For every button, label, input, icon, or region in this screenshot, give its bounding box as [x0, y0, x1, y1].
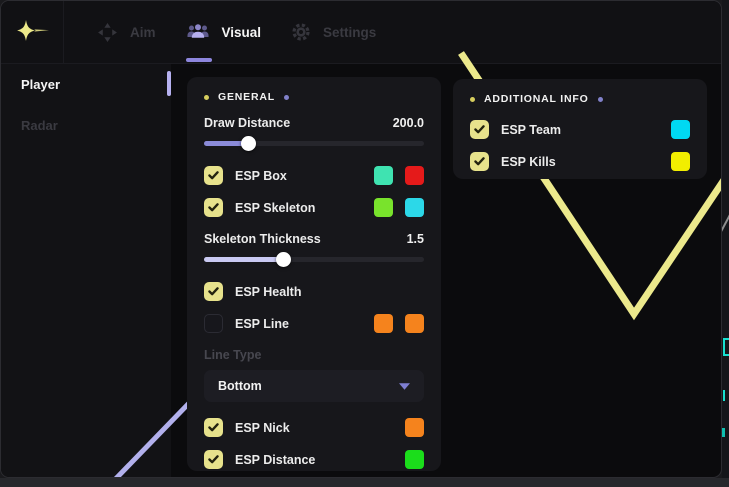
- color-swatch[interactable]: [405, 450, 424, 469]
- color-swatch[interactable]: [374, 166, 393, 185]
- esp-kills-label: ESP Kills: [501, 154, 556, 169]
- slider-fill: [204, 252, 292, 267]
- background-dash-decor: [723, 390, 725, 401]
- general-panel-title: GENERAL: [218, 91, 275, 103]
- slider-track[interactable]: [204, 141, 424, 146]
- esp-health-label: ESP Health: [235, 284, 302, 299]
- color-swatch[interactable]: [374, 198, 393, 217]
- logo: [1, 1, 64, 63]
- line-type-dropdown[interactable]: Bottom: [204, 370, 424, 402]
- esp-skeleton-checkbox[interactable]: [204, 198, 223, 217]
- esp-nick-checkbox[interactable]: [204, 418, 223, 437]
- esp-line-row: ESP Line: [204, 314, 424, 333]
- tab-aim[interactable]: Aim: [97, 1, 156, 63]
- draw-distance-value: 200.0: [392, 116, 424, 130]
- additional-info-title: ADDITIONAL INFO: [484, 93, 589, 105]
- dpad-icon: [98, 22, 117, 42]
- color-swatch[interactable]: [405, 314, 424, 333]
- sidebar-item-radar[interactable]: Radar: [1, 105, 171, 146]
- esp-kills-row: ESP Kills: [470, 152, 690, 171]
- checkmark-icon: [208, 171, 219, 180]
- checkmark-icon: [474, 157, 485, 166]
- esp-team-checkbox[interactable]: [470, 120, 489, 139]
- esp-skeleton-row: ESP Skeleton: [204, 198, 424, 217]
- color-swatch[interactable]: [374, 314, 393, 333]
- skeleton-thickness-slider[interactable]: [204, 252, 424, 267]
- desktop-edge-right: [722, 0, 729, 478]
- draw-distance-slider[interactable]: [204, 136, 424, 151]
- esp-line-label: ESP Line: [235, 316, 289, 331]
- desktop-edge-bottom: [0, 478, 729, 487]
- slider-fill: [204, 136, 256, 151]
- line-type-selected-value: Bottom: [218, 379, 262, 393]
- color-swatch[interactable]: [405, 198, 424, 217]
- esp-health-checkbox[interactable]: [204, 282, 223, 301]
- sidebar: Player Radar: [1, 64, 171, 477]
- checkmark-icon: [208, 423, 219, 432]
- sidebar-item-radar-label: Radar: [21, 118, 58, 133]
- menu-window: Aim Visual: [0, 0, 722, 478]
- background-dash-decor: [722, 428, 725, 437]
- additional-info-panel: ADDITIONAL INFO ESP Team ESP Kills: [453, 79, 707, 179]
- line-type-label: Line Type: [204, 348, 262, 362]
- checkmark-icon: [474, 125, 485, 134]
- color-swatch[interactable]: [405, 166, 424, 185]
- esp-box-checkbox[interactable]: [204, 166, 223, 185]
- esp-team-row: ESP Team: [470, 120, 690, 139]
- active-tab-indicator: [185, 58, 212, 62]
- slider-track[interactable]: [204, 257, 424, 262]
- esp-line-checkbox[interactable]: [204, 314, 223, 333]
- line-type-label-row: Line Type: [204, 348, 424, 362]
- tab-aim-label: Aim: [130, 24, 156, 40]
- checkmark-icon: [208, 455, 219, 464]
- slider-thumb[interactable]: [276, 252, 292, 267]
- color-swatch[interactable]: [671, 120, 690, 139]
- esp-team-label: ESP Team: [501, 122, 561, 137]
- people-icon: [187, 23, 209, 38]
- sidebar-item-player[interactable]: Player: [1, 64, 171, 105]
- esp-nick-row: ESP Nick: [204, 418, 424, 437]
- yellow-dot-icon: [204, 94, 209, 100]
- active-sidebar-indicator: [167, 71, 171, 96]
- purple-dot-icon: [283, 94, 289, 100]
- additional-info-header: ADDITIONAL INFO: [470, 93, 690, 105]
- esp-distance-label: ESP Distance: [235, 452, 316, 467]
- esp-health-row: ESP Health: [204, 282, 424, 301]
- purple-dot-icon: [597, 96, 603, 102]
- esp-skeleton-label: ESP Skeleton: [235, 200, 316, 215]
- gear-icon: [292, 23, 310, 41]
- checkmark-icon: [208, 287, 219, 296]
- general-panel: GENERAL Draw Distance 200.0: [187, 77, 441, 471]
- main-content: GENERAL Draw Distance 200.0: [171, 63, 721, 477]
- draw-distance-label: Draw Distance: [204, 116, 291, 130]
- esp-box-label: ESP Box: [235, 168, 287, 183]
- esp-kills-checkbox[interactable]: [470, 152, 489, 171]
- tab-settings[interactable]: Settings: [291, 1, 376, 63]
- esp-distance-checkbox[interactable]: [204, 450, 223, 469]
- background-bracket-decor: [723, 338, 729, 356]
- esp-box-row: ESP Box: [204, 166, 424, 185]
- chevron-down-icon: [399, 382, 410, 390]
- skeleton-thickness-value: 1.5: [406, 232, 424, 246]
- top-bar: Aim Visual: [1, 1, 721, 64]
- slider-thumb[interactable]: [241, 136, 256, 151]
- checkmark-icon: [208, 203, 219, 212]
- skeleton-thickness-label: Skeleton Thickness: [204, 232, 321, 246]
- sparkle-icon: [17, 20, 49, 41]
- skeleton-thickness-labels: Skeleton Thickness 1.5: [204, 232, 424, 246]
- color-swatch[interactable]: [671, 152, 690, 171]
- yellow-dot-icon: [470, 96, 475, 102]
- background-slash-decor: [722, 213, 729, 239]
- tab-settings-label: Settings: [323, 24, 377, 40]
- color-swatch[interactable]: [405, 418, 424, 437]
- tab-visual-label: Visual: [221, 24, 262, 40]
- tab-bar: Aim Visual: [64, 1, 376, 63]
- tab-visual[interactable]: Visual: [185, 1, 262, 63]
- esp-nick-label: ESP Nick: [235, 420, 290, 435]
- general-panel-header: GENERAL: [204, 91, 424, 103]
- sidebar-item-player-label: Player: [21, 77, 61, 92]
- esp-distance-row: ESP Distance: [204, 450, 424, 469]
- draw-distance-labels: Draw Distance 200.0: [204, 116, 424, 130]
